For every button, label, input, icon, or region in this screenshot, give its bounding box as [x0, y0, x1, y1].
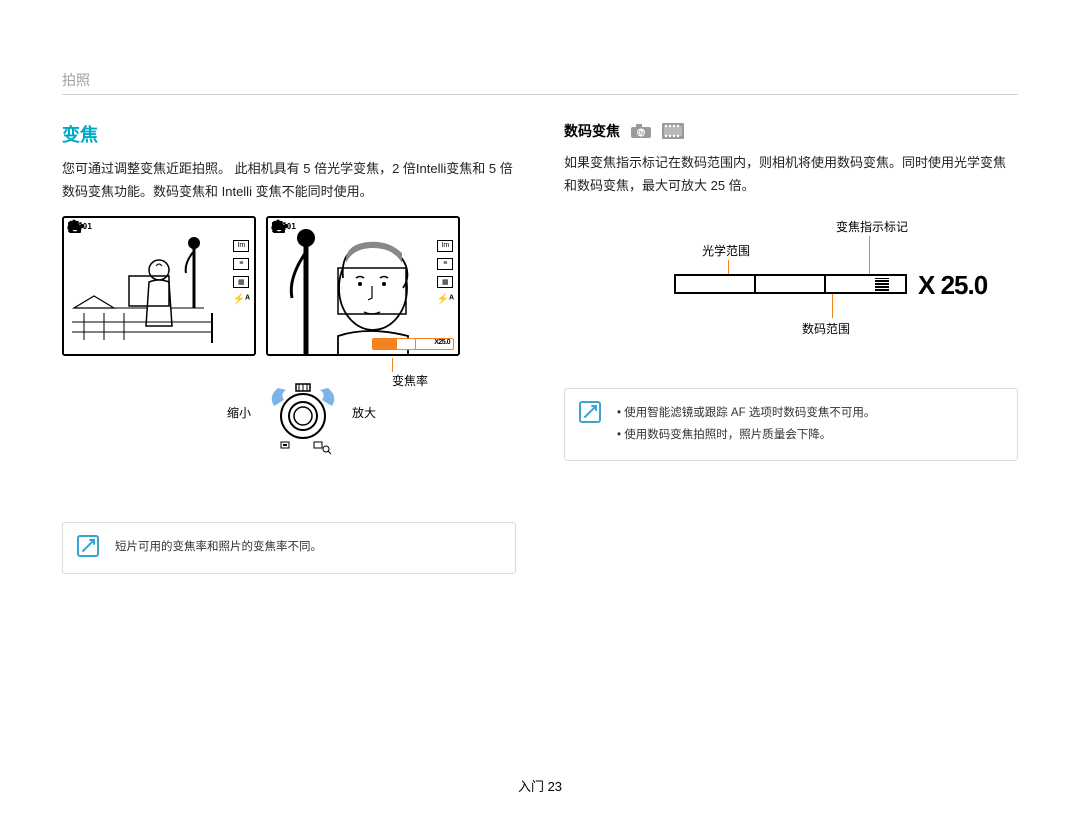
digital-zoom-heading: 数码变焦 — [564, 121, 620, 141]
zoom-indicator-diagram: 变焦指示标记 光学范围 数码范围 X 25.0 — [564, 218, 1018, 368]
page-section-header: 拍照 — [62, 70, 1018, 95]
zoom-rate-label: 变焦率 — [392, 372, 428, 389]
two-column-layout: 变焦 您可通过调整变焦近距拍照。 此相机具有 5 倍光学变焦，2 倍Intell… — [62, 121, 1018, 574]
indicator-bar — [674, 274, 907, 294]
note-text: 短片可用的变焦率和照片的变焦率不同。 — [115, 541, 322, 553]
page-footer: 入门 23 — [0, 776, 1080, 795]
quality-icon: ≡ — [437, 258, 453, 270]
zoom-description: 您可通过调整变焦近距拍照。 此相机具有 5 倍光学变焦，2 倍Intelli变焦… — [62, 157, 516, 204]
zoom-out-label: 缩小 — [227, 404, 251, 421]
wide-scene-illustration — [64, 218, 256, 356]
note-box-left: 短片可用的变焦率和照片的变焦率不同。 — [62, 522, 516, 574]
digital-zoom-description: 如果变焦指示标记在数码范围内，则相机将使用数码变焦。同时使用光学变焦和数码变焦，… — [564, 151, 1018, 198]
resolution-icon: Im — [233, 240, 249, 252]
note-item: 使用数码变焦拍照时，照片质量会下降。 — [617, 425, 1003, 447]
tele-scene-illustration — [268, 218, 460, 356]
zoom-bar-value: X25.0 — [434, 339, 450, 346]
quality-icon: ≡ — [233, 258, 249, 270]
indicator-digital-label: 数码范围 — [802, 320, 850, 337]
flash-auto-icon: ⚡ᴬ — [437, 294, 454, 305]
zoom-heading: 变焦 — [62, 121, 516, 147]
stabilizer-icon — [64, 218, 84, 232]
zoom-control-diagram: 变焦率 缩小 放大 — [62, 366, 516, 466]
zoom-in-label: 放大 — [352, 404, 376, 421]
video-mode-icon — [662, 123, 684, 139]
svg-text:Op: Op — [638, 131, 645, 137]
resolution-icon: Im — [437, 240, 453, 252]
photo-mode-icon: Op — [630, 123, 652, 139]
settings-icon: ▦ — [437, 276, 453, 288]
left-column: 变焦 您可通过调整变焦近距拍照。 此相机具有 5 倍光学变焦，2 倍Intell… — [62, 121, 516, 574]
camera-screenshots: 00001 Im ≡ ▦ ⚡ᴬ — [62, 216, 516, 356]
camera-screen-tele: 00001 Im ≡ ▦ ⚡ᴬ X25.0 — [266, 216, 460, 356]
footer-label: 入门 — [518, 779, 544, 794]
camera-screen-wide: 00001 Im ≡ ▦ ⚡ᴬ — [62, 216, 256, 356]
note-item: 使用智能滤镜或跟踪 AF 选项时数码变焦不可用。 — [617, 403, 1003, 425]
note-icon — [77, 535, 99, 557]
zoom-value-display: X 25.0 — [918, 270, 987, 301]
zoom-wheel-illustration — [266, 382, 340, 462]
right-column: 数码变焦 Op 如果变焦指示标记在数码范围内，则相机将使用数码变焦。同时使用光学… — [564, 121, 1018, 574]
flash-auto-icon: ⚡ᴬ — [233, 294, 250, 305]
stabilizer-icon — [268, 218, 288, 232]
settings-icon: ▦ — [233, 276, 249, 288]
note-icon — [579, 401, 601, 423]
footer-page: 23 — [548, 779, 562, 794]
zoom-indicator-bar: X25.0 — [372, 338, 454, 350]
note-box-right: 使用智能滤镜或跟踪 AF 选项时数码变焦不可用。 使用数码变焦拍照时，照片质量会… — [564, 388, 1018, 462]
indicator-marker-label: 变焦指示标记 — [836, 218, 908, 235]
indicator-optical-label: 光学范围 — [702, 242, 750, 259]
